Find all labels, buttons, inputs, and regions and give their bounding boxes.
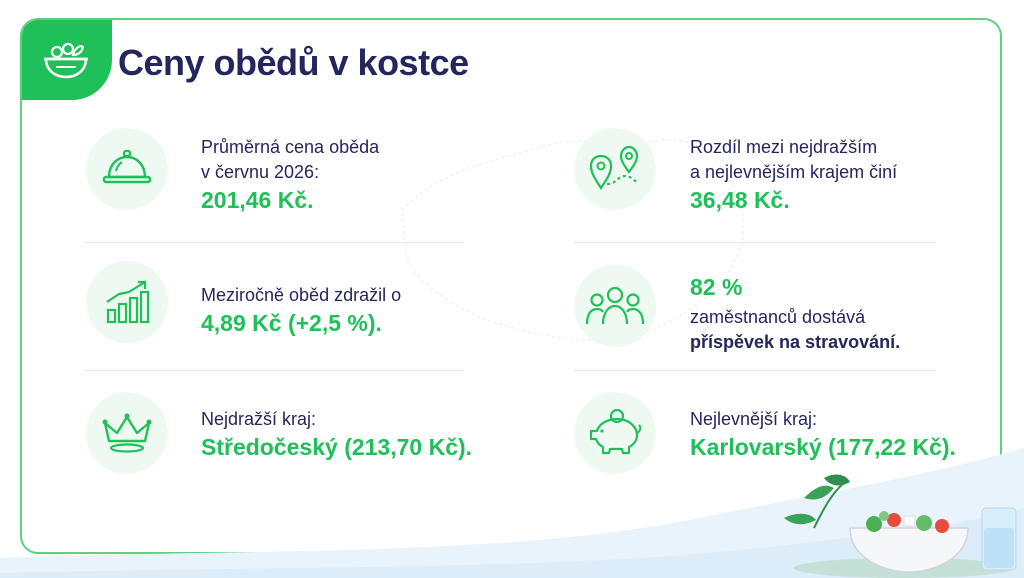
route-pins-icon — [574, 128, 656, 210]
expensive-region-text: Nejdražší kraj: Středočeský (213,70 Kč). — [201, 409, 473, 460]
decorative-wave — [0, 448, 1024, 578]
summary-card: Ceny obědů v kostce — [20, 18, 1002, 554]
expensive-region-value: Středočeský (213,70 Kč). — [201, 434, 473, 460]
avg-price-value: 201,46 Kč. — [201, 187, 314, 213]
piggy-bank-icon — [574, 392, 656, 474]
cheap-region-value: Karlovarský (177,22 Kč). — [690, 434, 956, 460]
page-title: Ceny obědů v kostce — [118, 42, 469, 83]
price-diff-value: 36,48 Kč. — [690, 187, 790, 213]
divider — [574, 242, 936, 243]
avg-price-text: Průměrná cena oběda v červnu 2026: 201,4… — [201, 137, 380, 213]
cloche-icon — [86, 128, 168, 210]
price-diff-text: Rozdíl mezi nejdražším a nejlevnějším kr… — [690, 137, 898, 213]
people-icon — [574, 265, 656, 347]
employees-value: 82 % — [690, 274, 743, 300]
salad-illustration — [784, 474, 1017, 578]
divider — [84, 370, 464, 371]
salad-bowl-icon — [22, 20, 112, 100]
meal-allowance-label: příspěvek na stravování. — [690, 332, 901, 352]
divider — [574, 370, 936, 371]
employees-text: 82 % zaměstnanců dostává příspěvek na st… — [690, 272, 900, 355]
growth-value: 4,89 Kč (+2,5 %). — [201, 310, 382, 336]
growth-text: Meziročně oběd zdražil o 4,89 Kč (+2,5 %… — [201, 285, 402, 336]
growth-chart-icon — [86, 261, 168, 343]
divider — [84, 242, 464, 243]
crown-icon — [86, 392, 168, 474]
czech-map-outline — [401, 138, 745, 341]
cheap-region-text: Nejlevnější kraj: Karlovarský (177,22 Kč… — [690, 409, 956, 460]
